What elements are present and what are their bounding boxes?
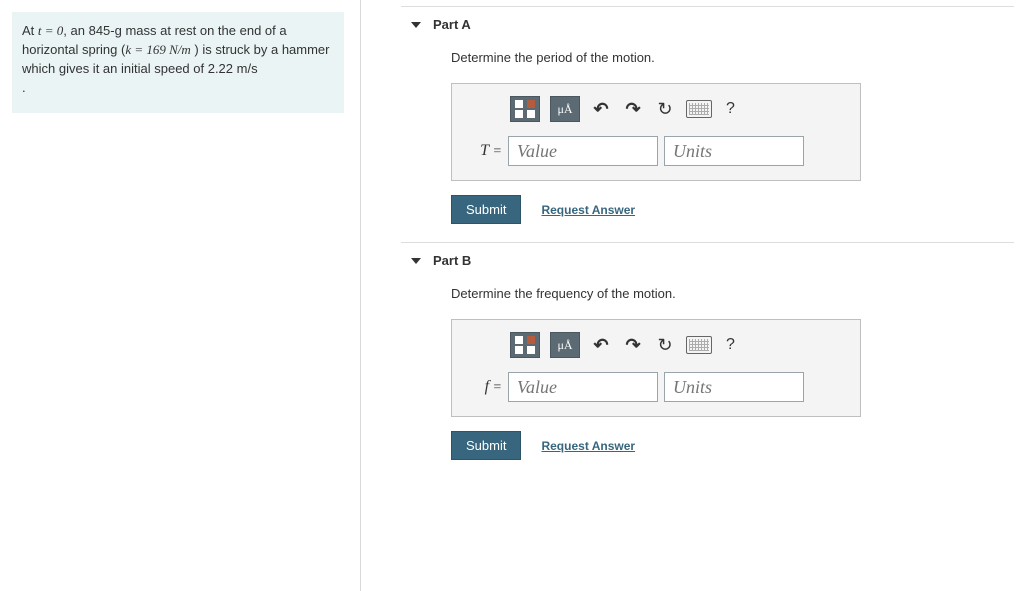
collapse-caret-icon <box>411 258 421 264</box>
part-a-title: Part A <box>433 17 471 32</box>
column-divider <box>360 0 361 591</box>
collapse-caret-icon <box>411 22 421 28</box>
problem-t-expr: t = 0 <box>38 23 63 38</box>
part-a-variable: T = <box>466 142 502 160</box>
part-a-toolbar: μÅ ↶ ↷ ↻ ? <box>510 96 846 122</box>
part-b-answer-box: μÅ ↶ ↷ ↻ ? f = <box>451 319 861 417</box>
template-button[interactable] <box>510 332 540 358</box>
part-a-value-input[interactable] <box>508 136 658 166</box>
redo-button[interactable]: ↷ <box>622 98 644 120</box>
part-b-toolbar: μÅ ↶ ↷ ↻ ? <box>510 332 846 358</box>
help-button[interactable]: ? <box>722 100 739 118</box>
part-a-answer-box: μÅ ↶ ↷ ↻ ? T = <box>451 83 861 181</box>
keyboard-button[interactable] <box>686 336 712 354</box>
part-a-instruction: Determine the period of the motion. <box>451 50 1014 65</box>
part-a-units-input[interactable] <box>664 136 804 166</box>
special-chars-button[interactable]: μÅ <box>550 332 580 358</box>
problem-statement: At t = 0, an 845-g mass at rest on the e… <box>12 12 344 113</box>
part-b-value-input[interactable] <box>508 372 658 402</box>
part-b: Part B Determine the frequency of the mo… <box>401 242 1014 478</box>
part-b-instruction: Determine the frequency of the motion. <box>451 286 1014 301</box>
part-a: Part A Determine the period of the motio… <box>401 6 1014 242</box>
problem-text-end: . <box>22 80 26 95</box>
reset-button[interactable]: ↻ <box>654 98 676 120</box>
problem-text-1: At <box>22 23 38 38</box>
part-b-title: Part B <box>433 253 471 268</box>
part-a-header[interactable]: Part A <box>411 17 1014 32</box>
undo-button[interactable]: ↶ <box>590 98 612 120</box>
undo-button[interactable]: ↶ <box>590 334 612 356</box>
special-chars-button[interactable]: μÅ <box>550 96 580 122</box>
part-a-request-answer-link[interactable]: Request Answer <box>541 203 635 217</box>
part-a-submit-button[interactable]: Submit <box>451 195 521 224</box>
template-button[interactable] <box>510 96 540 122</box>
redo-button[interactable]: ↷ <box>622 334 644 356</box>
keyboard-button[interactable] <box>686 100 712 118</box>
part-b-variable: f = <box>466 378 502 396</box>
part-b-request-answer-link[interactable]: Request Answer <box>541 439 635 453</box>
reset-button[interactable]: ↻ <box>654 334 676 356</box>
part-b-units-input[interactable] <box>664 372 804 402</box>
part-b-submit-button[interactable]: Submit <box>451 431 521 460</box>
problem-k-expr: k = 169 N/m <box>125 42 190 57</box>
part-b-header[interactable]: Part B <box>411 253 1014 268</box>
help-button[interactable]: ? <box>722 336 739 354</box>
